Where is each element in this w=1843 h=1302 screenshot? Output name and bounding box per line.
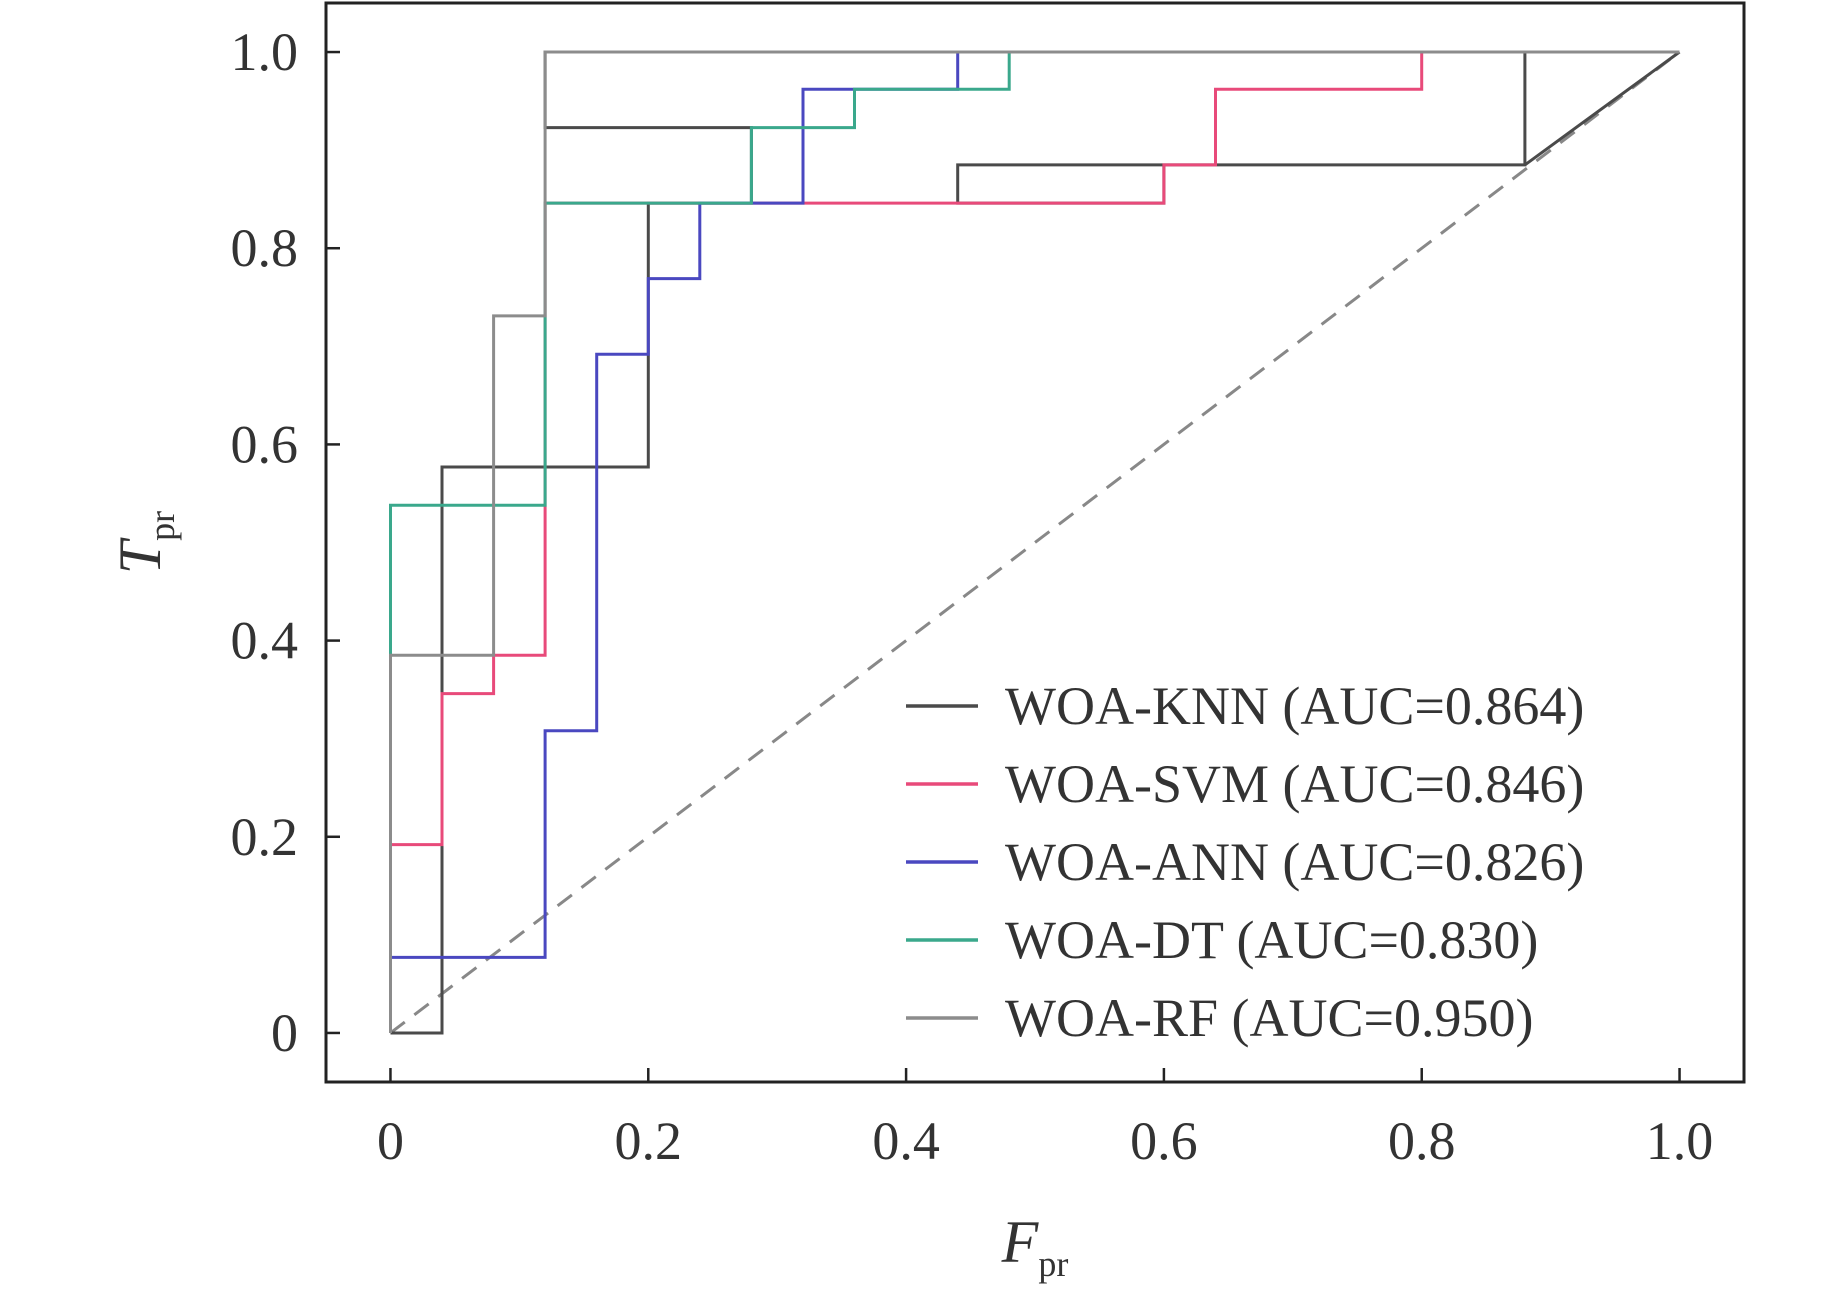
x-tick-label: 1.0	[1646, 1111, 1714, 1171]
y-axis-label-subscript: pr	[142, 511, 182, 541]
plot-frame	[324, 1, 1746, 1084]
legend: WOA-KNN (AUC=0.864) WOA-SVM (AUC=0.846) WO…	[906, 676, 1584, 1048]
y-tick-label: 0.6	[231, 414, 299, 474]
y-axis-label-symbol: T	[107, 537, 173, 574]
legend-label-1: WOA-KNN (AUC=0.864)	[1005, 676, 1584, 736]
legend-label-3: WOA-ANN (AUC=0.826)	[1005, 832, 1584, 892]
axes-group: 0 0.2 0.4 0.6 0.8 1.0 0 0.2 0.4 0.6 0.8 1.0	[231, 1, 1746, 1171]
x-tick-label: 0	[377, 1111, 404, 1171]
x-axis-label: Fpr	[1001, 1209, 1069, 1284]
x-axis-label-subscript: pr	[1038, 1244, 1068, 1284]
x-tick-label: 0.2	[615, 1111, 683, 1171]
y-tick-label: 0.8	[231, 218, 299, 278]
x-axis-label-symbol: F	[1001, 1209, 1040, 1275]
legend-label-2: WOA-SVM (AUC=0.846)	[1005, 754, 1584, 814]
x-tick-label: 0.6	[1130, 1111, 1198, 1171]
y-tick-label: 1.0	[231, 22, 299, 82]
y-tick-label: 0	[271, 1003, 298, 1063]
x-tick-label: 0.4	[872, 1111, 940, 1171]
series-line-5	[389, 50, 1680, 1033]
series-group	[389, 50, 1681, 1035]
y-tick-label: 0.2	[231, 807, 299, 867]
legend-label-5: WOA-RF (AUC=0.950)	[1005, 988, 1533, 1048]
y-tick-label: 0.4	[231, 611, 299, 671]
y-axis-label: Tpr	[107, 511, 182, 574]
x-tick-label: 0.8	[1388, 1111, 1456, 1171]
legend-label-4: WOA-DT (AUC=0.830)	[1005, 910, 1538, 970]
